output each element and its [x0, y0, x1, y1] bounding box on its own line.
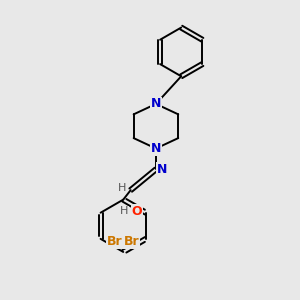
Text: N: N [151, 142, 161, 155]
Text: N: N [157, 163, 168, 176]
Text: H: H [118, 183, 127, 193]
Text: N: N [151, 98, 161, 110]
Text: H: H [120, 206, 129, 216]
Text: O: O [132, 205, 142, 218]
Text: Br: Br [124, 235, 140, 248]
Text: Br: Br [107, 235, 123, 248]
